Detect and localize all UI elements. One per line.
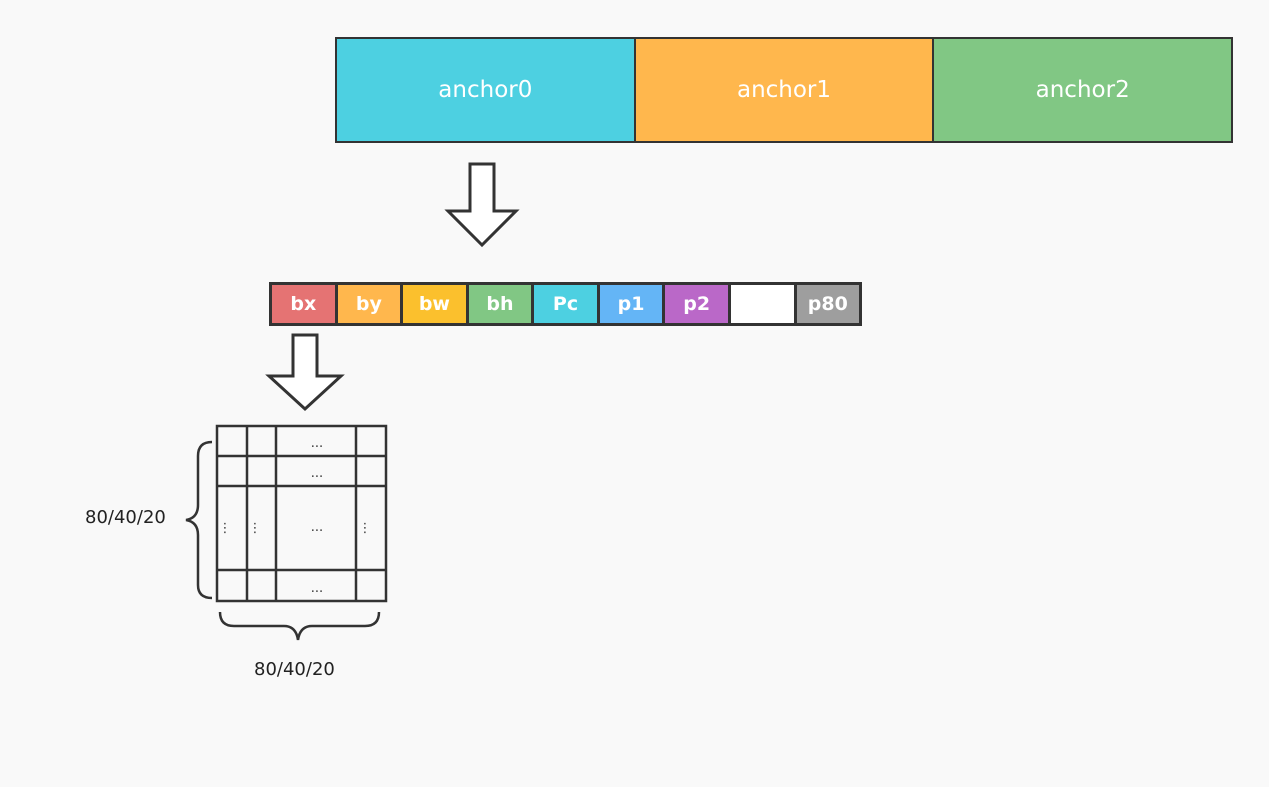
feature-grid: [215, 424, 388, 603]
bottom-brace: [218, 611, 381, 641]
vector-cell-empty: [730, 285, 797, 323]
prediction-vector: bx by bw bh Pc p1 p2 p80: [269, 282, 862, 326]
anchor-1-cell: anchor1: [635, 39, 935, 141]
grid-vdots-col1: ⋮: [249, 521, 262, 536]
vector-cell-bx: bx: [272, 285, 338, 323]
cols-dimension-label: 80/40/20: [254, 659, 335, 680]
grid-ellipsis-center: ...: [311, 520, 323, 535]
down-arrow-icon: [444, 162, 520, 248]
vector-cell-bh: bh: [468, 285, 535, 323]
vector-cell-by: by: [337, 285, 404, 323]
left-brace: [185, 440, 213, 600]
vector-cell-p80: p80: [796, 285, 860, 323]
grid-ellipsis-row0: ...: [311, 436, 323, 451]
down-arrow-icon: [265, 333, 345, 412]
grid-vdots-col-last: ⋮: [359, 521, 372, 536]
grid-vdots-col0: ⋮: [219, 521, 232, 536]
vector-cell-pc: Pc: [534, 285, 600, 323]
grid-ellipsis-last: ...: [311, 581, 323, 596]
rows-dimension-label: 80/40/20: [85, 507, 166, 528]
vector-cell-bw: bw: [403, 285, 469, 323]
anchor-0-cell: anchor0: [337, 39, 636, 141]
anchor-2-cell: anchor2: [934, 39, 1232, 141]
vector-cell-p2: p2: [665, 285, 731, 323]
anchor-row: anchor0 anchor1 anchor2: [335, 37, 1233, 143]
vector-cell-p1: p1: [599, 285, 666, 323]
grid-ellipsis-row1: ...: [311, 466, 323, 481]
